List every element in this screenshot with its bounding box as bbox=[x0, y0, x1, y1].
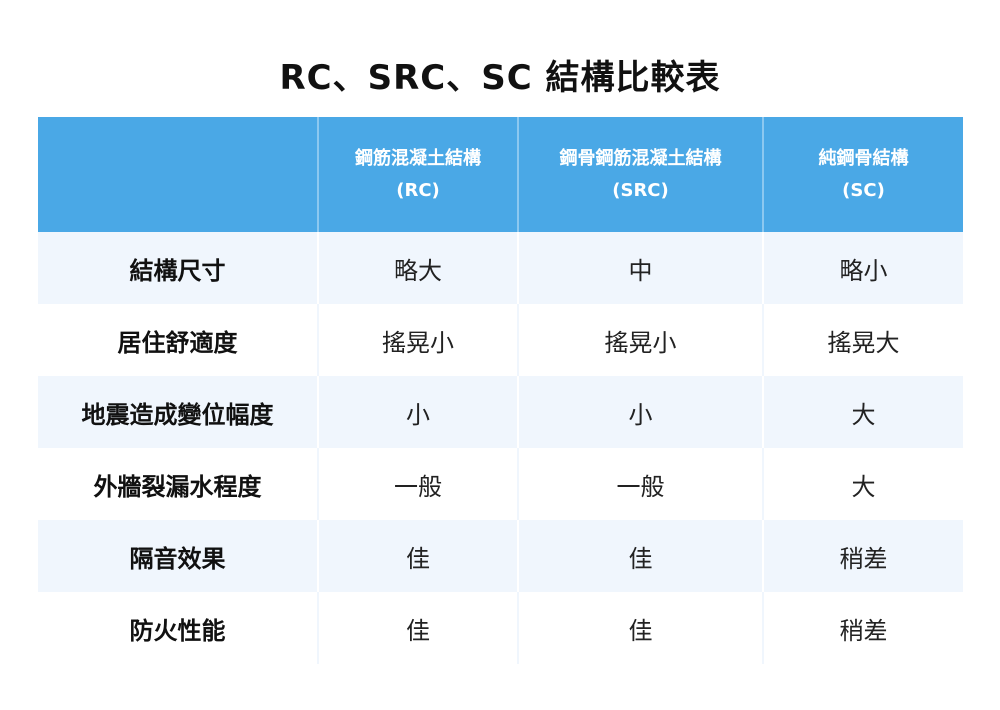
table-cell: 中 bbox=[517, 232, 763, 304]
header-name: 鋼筋混凝土結構 bbox=[355, 147, 481, 169]
header-empty bbox=[38, 117, 318, 232]
table-row: 地震造成變位幅度小小大 bbox=[38, 376, 963, 448]
table-cell: 搖晃小 bbox=[517, 304, 763, 376]
row-label: 防火性能 bbox=[38, 592, 318, 664]
header-row: 鋼筋混凝土結構 (RC) 鋼骨鋼筋混凝土結構 (SRC) 純鋼骨結構 (SC) bbox=[38, 117, 963, 232]
header-src: 鋼骨鋼筋混凝土結構 (SRC) bbox=[517, 117, 763, 232]
table-row: 結構尺寸 略大中略小 bbox=[38, 232, 963, 304]
table-cell: 大 bbox=[762, 376, 963, 448]
row-label: 結構尺寸 bbox=[38, 232, 318, 304]
table-cell: 佳 bbox=[317, 592, 518, 664]
comparison-table: 鋼筋混凝土結構 (RC) 鋼骨鋼筋混凝土結構 (SRC) 純鋼骨結構 (SC) 結構尺… bbox=[38, 117, 963, 664]
table-cell: 一般 bbox=[317, 448, 518, 520]
table-cell: 小 bbox=[317, 376, 518, 448]
table-cell: 略大 bbox=[317, 232, 518, 304]
header-name: 鋼骨鋼筋混凝土結構 bbox=[559, 147, 722, 169]
table-cell: 大 bbox=[762, 448, 963, 520]
table-cell: 稍差 bbox=[762, 592, 963, 664]
table-cell: 略小 bbox=[762, 232, 963, 304]
row-label: 隔音效果 bbox=[38, 520, 318, 592]
header-name: 純鋼骨結構 bbox=[818, 147, 909, 169]
table-row: 居住舒適度 搖晃小 搖晃小 搖晃大 bbox=[38, 304, 963, 376]
table-cell: 搖晃大 bbox=[762, 304, 963, 376]
table-cell: 搖晃小 bbox=[317, 304, 518, 376]
header-abbr: (SRC) bbox=[612, 179, 669, 201]
table-cell: 佳 bbox=[517, 592, 763, 664]
table-cell: 佳 bbox=[317, 520, 518, 592]
table-row: 外牆裂漏水程度 一般 一般大 bbox=[38, 448, 963, 520]
header-abbr: (RC) bbox=[396, 179, 440, 201]
page-title: RC、SRC、SC 結構比較表 bbox=[279, 58, 721, 98]
row-label: 外牆裂漏水程度 bbox=[38, 448, 318, 520]
table-row: 隔音效果佳佳稍差 bbox=[38, 520, 963, 592]
table-row: 防火性能佳佳稍差 bbox=[38, 592, 963, 664]
table-cell: 佳 bbox=[517, 520, 763, 592]
header-sc: 純鋼骨結構 (SC) bbox=[762, 117, 963, 232]
table-cell: 稍差 bbox=[762, 520, 963, 592]
table-cell: 一般 bbox=[517, 448, 763, 520]
table-cell: 小 bbox=[517, 376, 763, 448]
row-label: 居住舒適度 bbox=[38, 304, 318, 376]
header-rc: 鋼筋混凝土結構 (RC) bbox=[317, 117, 518, 232]
row-label: 地震造成變位幅度 bbox=[38, 376, 318, 448]
header-abbr: (SC) bbox=[842, 179, 885, 201]
